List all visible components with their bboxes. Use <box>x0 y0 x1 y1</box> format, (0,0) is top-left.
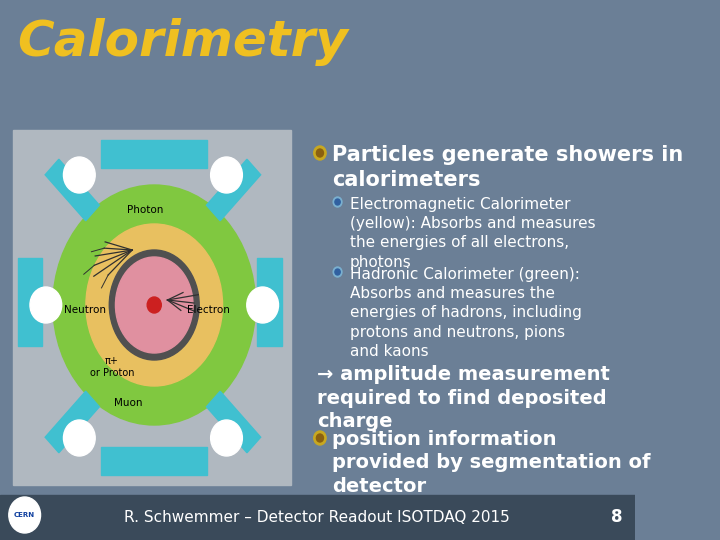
Ellipse shape <box>115 257 193 353</box>
Circle shape <box>30 287 62 323</box>
Circle shape <box>314 146 326 160</box>
Text: position information
provided by segmentation of
detector: position information provided by segment… <box>332 430 651 496</box>
Text: Electromagnetic Calorimeter
(yellow): Absorbs and measures
the energies of all e: Electromagnetic Calorimeter (yellow): Ab… <box>350 197 595 269</box>
Circle shape <box>63 420 95 456</box>
Circle shape <box>333 197 342 207</box>
Polygon shape <box>45 159 99 221</box>
Text: π+
or Proton: π+ or Proton <box>90 356 134 378</box>
Bar <box>0 495 634 540</box>
Polygon shape <box>45 392 99 453</box>
Text: Electron: Electron <box>187 305 230 315</box>
Circle shape <box>211 157 243 193</box>
Circle shape <box>316 149 323 157</box>
Polygon shape <box>207 159 261 221</box>
Circle shape <box>9 497 40 533</box>
Ellipse shape <box>86 224 222 386</box>
Circle shape <box>333 267 342 277</box>
Circle shape <box>211 420 243 456</box>
Circle shape <box>335 269 341 275</box>
Text: 8: 8 <box>611 509 623 526</box>
Text: Hadronic Calorimeter (green):
Absorbs and measures the
energies of hadrons, incl: Hadronic Calorimeter (green): Absorbs an… <box>350 267 582 359</box>
Text: Photon: Photon <box>127 205 163 215</box>
Circle shape <box>147 297 161 313</box>
Circle shape <box>316 434 323 442</box>
Text: Calorimetry: Calorimetry <box>17 18 348 66</box>
Bar <box>102 447 207 475</box>
Bar <box>257 258 282 346</box>
Text: Particles generate showers in
calorimeters: Particles generate showers in calorimete… <box>332 145 683 190</box>
Ellipse shape <box>53 185 256 425</box>
Text: Neutron: Neutron <box>65 305 107 315</box>
Text: Muon: Muon <box>114 398 142 408</box>
Bar <box>17 258 42 346</box>
Text: CERN: CERN <box>14 512 35 518</box>
Circle shape <box>247 287 279 323</box>
Text: → amplitude measurement
required to find deposited
charge: → amplitude measurement required to find… <box>318 365 610 431</box>
Circle shape <box>335 199 341 205</box>
Text: R. Schwemmer – Detector Readout ISOTDAQ 2015: R. Schwemmer – Detector Readout ISOTDAQ … <box>125 510 510 525</box>
Bar <box>102 140 207 168</box>
Circle shape <box>63 157 95 193</box>
Circle shape <box>314 431 326 445</box>
Polygon shape <box>207 392 261 453</box>
Ellipse shape <box>109 250 199 360</box>
Bar <box>13 130 291 485</box>
